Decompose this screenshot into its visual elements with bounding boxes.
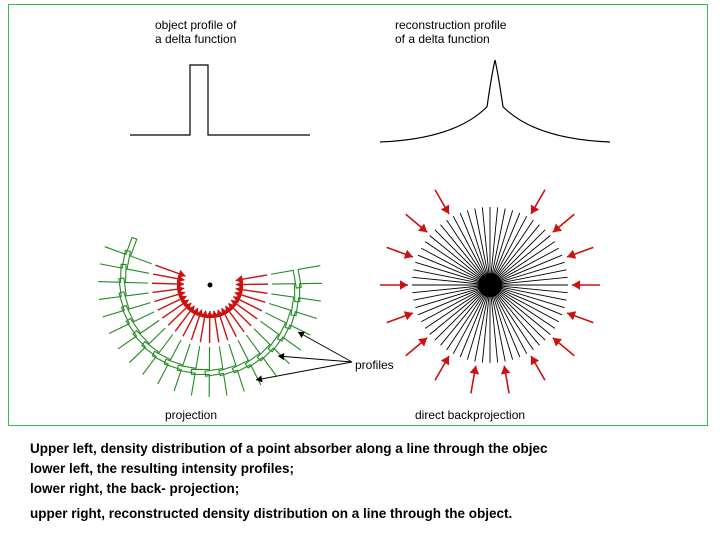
caption-line: Upper left, density distribution of a po… bbox=[30, 440, 710, 458]
caption: Upper left, density distribution of a po… bbox=[30, 440, 710, 525]
caption-line: lower left, the resulting intensity prof… bbox=[30, 460, 710, 478]
caption-line: upper right, reconstructed density distr… bbox=[30, 505, 710, 523]
callouts-svg bbox=[0, 0, 720, 430]
caption-line: lower right, the back- projection; bbox=[30, 480, 710, 498]
